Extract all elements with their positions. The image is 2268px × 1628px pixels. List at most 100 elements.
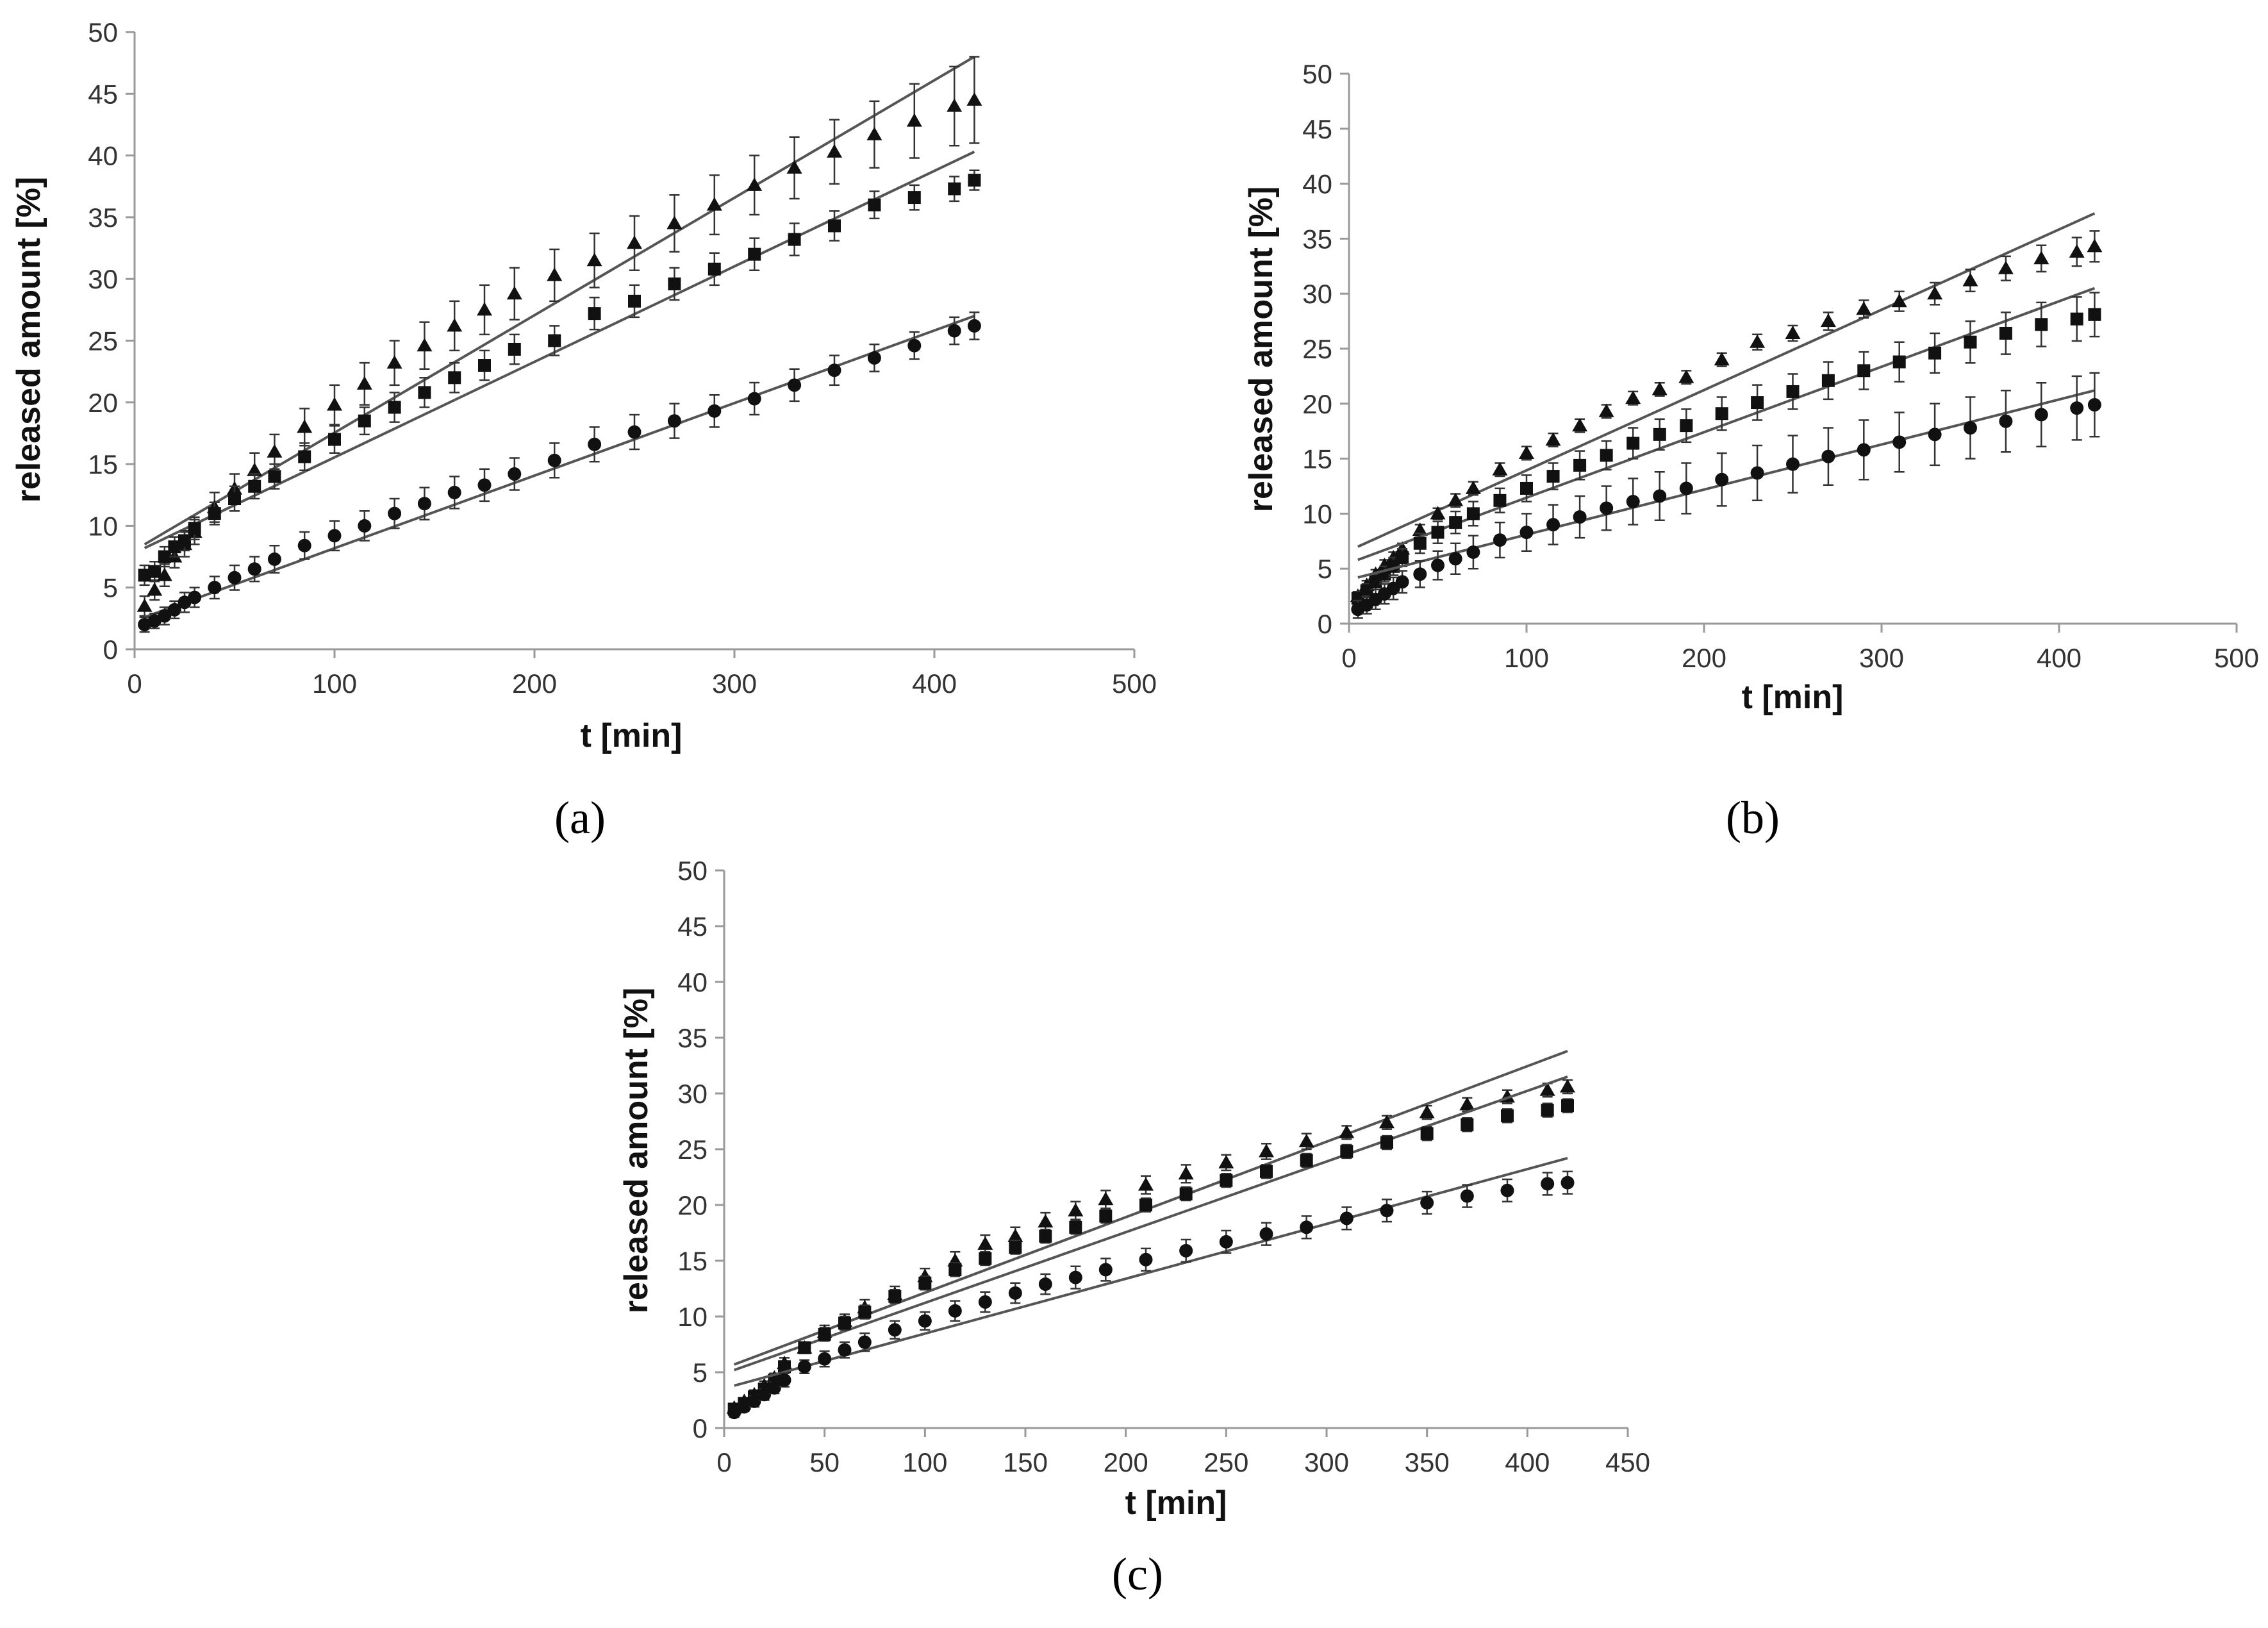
data-point-square xyxy=(818,1327,831,1341)
data-point-circle xyxy=(417,497,431,511)
x-tick-label: 0 xyxy=(127,669,142,699)
data-point-circle xyxy=(167,602,181,617)
y-tick-label: 45 xyxy=(1302,114,1332,144)
data-point-square xyxy=(148,565,161,578)
x-tick-label: 500 xyxy=(1112,669,1157,699)
data-point-square xyxy=(1260,1165,1273,1178)
data-point-triangle xyxy=(1218,1154,1234,1168)
data-point-triangle xyxy=(1259,1143,1274,1158)
data-point-triangle xyxy=(666,215,683,229)
y-axis-label: released amount [%] xyxy=(1243,187,1280,513)
data-point-triangle xyxy=(906,113,922,127)
data-point-circle xyxy=(1928,428,1942,442)
data-point-square xyxy=(708,262,721,276)
y-tick-label: 45 xyxy=(88,79,118,109)
data-point-square xyxy=(1928,346,1942,360)
data-point-triangle xyxy=(247,462,263,476)
data-point-square xyxy=(168,540,181,554)
data-point-square xyxy=(918,1276,932,1290)
data-point-circle xyxy=(1339,1211,1353,1225)
data-point-circle xyxy=(747,1394,761,1408)
data-point-circle xyxy=(1541,1177,1555,1191)
data-point-circle xyxy=(1466,545,1480,559)
data-point-triangle xyxy=(2033,251,2049,265)
data-point-circle xyxy=(1573,510,1587,524)
data-point-square xyxy=(1653,428,1666,441)
data-point-circle xyxy=(477,478,492,492)
data-point-circle xyxy=(838,1343,852,1357)
data-point-circle xyxy=(1750,466,1764,480)
y-tick-label: 35 xyxy=(1302,224,1332,254)
data-point-circle xyxy=(827,363,841,378)
y-tick-label: 15 xyxy=(88,449,118,479)
y-tick-label: 0 xyxy=(1318,609,1332,639)
y-tick-label: 40 xyxy=(677,967,708,997)
data-point-circle xyxy=(1420,1196,1434,1210)
data-point-triangle xyxy=(1412,522,1428,536)
data-point-circle xyxy=(1857,443,1871,457)
y-axis-label: released amount [%] xyxy=(618,988,655,1314)
data-point-circle xyxy=(727,1406,741,1420)
data-point-circle xyxy=(388,506,402,520)
data-point-circle xyxy=(1179,1243,1193,1258)
data-point-square xyxy=(208,507,221,520)
x-tick-label: 0 xyxy=(1341,643,1356,673)
x-tick-label: 400 xyxy=(912,669,957,699)
data-point-circle xyxy=(1519,526,1534,540)
data-point-square xyxy=(1600,449,1613,462)
data-point-square xyxy=(1786,385,1800,398)
y-tick-label: 15 xyxy=(677,1246,708,1276)
data-point-square xyxy=(1680,419,1693,433)
data-point-square xyxy=(478,359,491,372)
data-point-circle xyxy=(857,1335,872,1349)
data-point-triangle xyxy=(1448,492,1464,506)
y-tick-label: 40 xyxy=(88,141,118,171)
data-point-circle xyxy=(158,609,172,623)
data-point-circle xyxy=(1395,575,1409,589)
panel-caption: (a) xyxy=(554,792,606,843)
data-point-square xyxy=(788,233,801,246)
fit-line xyxy=(144,151,975,549)
data-point-circle xyxy=(188,590,202,604)
data-point-triangle xyxy=(1998,260,2014,274)
fit-line xyxy=(734,1156,1568,1387)
data-point-circle xyxy=(1715,472,1729,486)
data-point-square xyxy=(188,522,201,535)
data-point-circle xyxy=(1653,489,1667,503)
data-point-circle xyxy=(508,467,522,481)
data-point-square xyxy=(1220,1174,1233,1187)
data-point-square xyxy=(1546,470,1560,483)
data-point-square xyxy=(838,1317,851,1330)
data-point-triangle xyxy=(1678,369,1694,383)
data-point-circle xyxy=(1431,558,1444,572)
data-point-circle xyxy=(1139,1252,1153,1267)
data-point-triangle xyxy=(586,253,602,267)
data-point-triangle xyxy=(627,235,642,249)
data-point-square xyxy=(1573,458,1587,472)
fit-line xyxy=(144,315,975,619)
data-point-square xyxy=(1139,1199,1152,1211)
data-point-square xyxy=(948,182,961,195)
x-tick-label: 450 xyxy=(1605,1447,1650,1477)
data-point-square xyxy=(1892,355,1906,369)
data-point-triangle xyxy=(1138,1177,1154,1191)
y-tick-label: 0 xyxy=(693,1413,708,1443)
data-point-triangle xyxy=(706,197,722,211)
data-point-triangle xyxy=(327,397,342,411)
data-point-triangle xyxy=(977,1236,993,1250)
data-point-circle xyxy=(1380,1204,1394,1218)
data-point-square xyxy=(1857,364,1871,378)
data-point-square xyxy=(1461,1118,1474,1131)
data-point-circle xyxy=(737,1400,751,1414)
data-point-square xyxy=(1493,494,1507,507)
data-point-circle xyxy=(327,529,342,543)
data-point-circle xyxy=(1626,495,1640,509)
data-point-circle xyxy=(867,351,881,365)
x-axis-label: t [min] xyxy=(581,717,683,754)
data-point-triangle xyxy=(747,177,763,191)
series-triangle xyxy=(726,1050,1575,1414)
y-tick-label: 35 xyxy=(88,203,118,233)
